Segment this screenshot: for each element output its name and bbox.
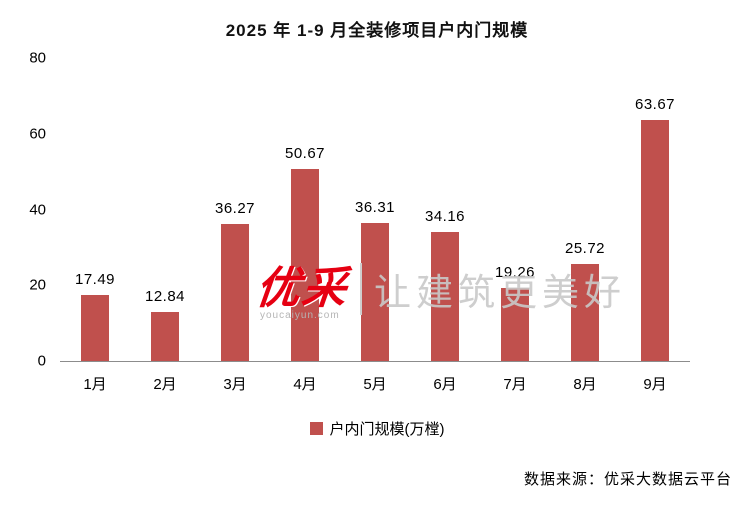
bar-value-label: 63.67	[634, 95, 676, 113]
bar-value-label: 25.72	[564, 239, 606, 257]
bar	[361, 223, 389, 361]
bar-value-label: 17.49	[74, 270, 116, 288]
data-source-note: 数据来源：优采大数据云平台	[523, 471, 732, 488]
bar	[431, 231, 459, 361]
bar-value-label: 36.27	[214, 199, 256, 217]
chart-title: 2025 年 1-9 月全装修项目户内门规模	[225, 21, 529, 40]
x-axis-label: 6月	[433, 376, 457, 393]
bar-slot: 25.72 8月	[550, 58, 620, 393]
bar-value-label: 12.84	[144, 288, 186, 306]
y-tick-label: 0	[37, 352, 46, 370]
bar-slot: 12.84 2月	[130, 58, 200, 393]
y-tick-label: 20	[29, 276, 46, 294]
bar-slot: 36.31 5月	[340, 58, 410, 393]
bar	[151, 312, 179, 361]
bar-slot: 50.67 4月	[270, 58, 340, 393]
bar-value-label: 50.67	[284, 145, 326, 163]
x-axis-label: 5月	[363, 376, 387, 393]
bar	[501, 288, 529, 361]
bar	[81, 294, 109, 361]
x-axis-label: 8月	[573, 376, 597, 393]
bar	[291, 169, 319, 361]
bars-row: 17.49 1月 12.84 2月 36.27 3月 50.67 4月 36.31 5月 34.16…	[60, 58, 690, 393]
bar-slot: 17.49 1月	[60, 58, 130, 393]
x-axis-label: 3月	[223, 376, 247, 393]
bar-slot: 63.67 9月	[620, 58, 690, 393]
bar-slot: 19.26 7月	[480, 58, 550, 393]
legend-swatch	[309, 422, 323, 435]
bar	[571, 263, 599, 361]
bar	[641, 119, 669, 361]
x-axis-label: 9月	[643, 376, 667, 393]
x-axis-label: 2月	[153, 376, 177, 393]
legend-label: 户内门规模(万樘)	[329, 421, 445, 438]
x-axis-label: 4月	[293, 376, 317, 393]
bar-slot: 34.16 6月	[410, 58, 480, 393]
y-tick-label: 40	[29, 201, 46, 218]
plot-area: 17.49 1月 12.84 2月 36.27 3月 50.67 4月 36.31 5月 34.16…	[60, 58, 690, 393]
x-axis-label: 1月	[83, 376, 107, 393]
y-tick-label: 60	[29, 125, 46, 143]
y-axis: 0 20 40 60 80	[14, 51, 46, 369]
bar-value-label: 34.16	[424, 207, 466, 225]
bar	[221, 223, 249, 361]
x-axis-line	[60, 361, 690, 362]
bar-value-label: 19.26	[494, 264, 536, 282]
bar-slot: 36.27 3月	[200, 58, 270, 393]
bar-value-label: 36.31	[354, 199, 396, 217]
y-tick-label: 80	[29, 49, 46, 67]
x-axis-label: 7月	[503, 376, 527, 393]
legend: 户内门规模(万樘)	[0, 418, 754, 439]
